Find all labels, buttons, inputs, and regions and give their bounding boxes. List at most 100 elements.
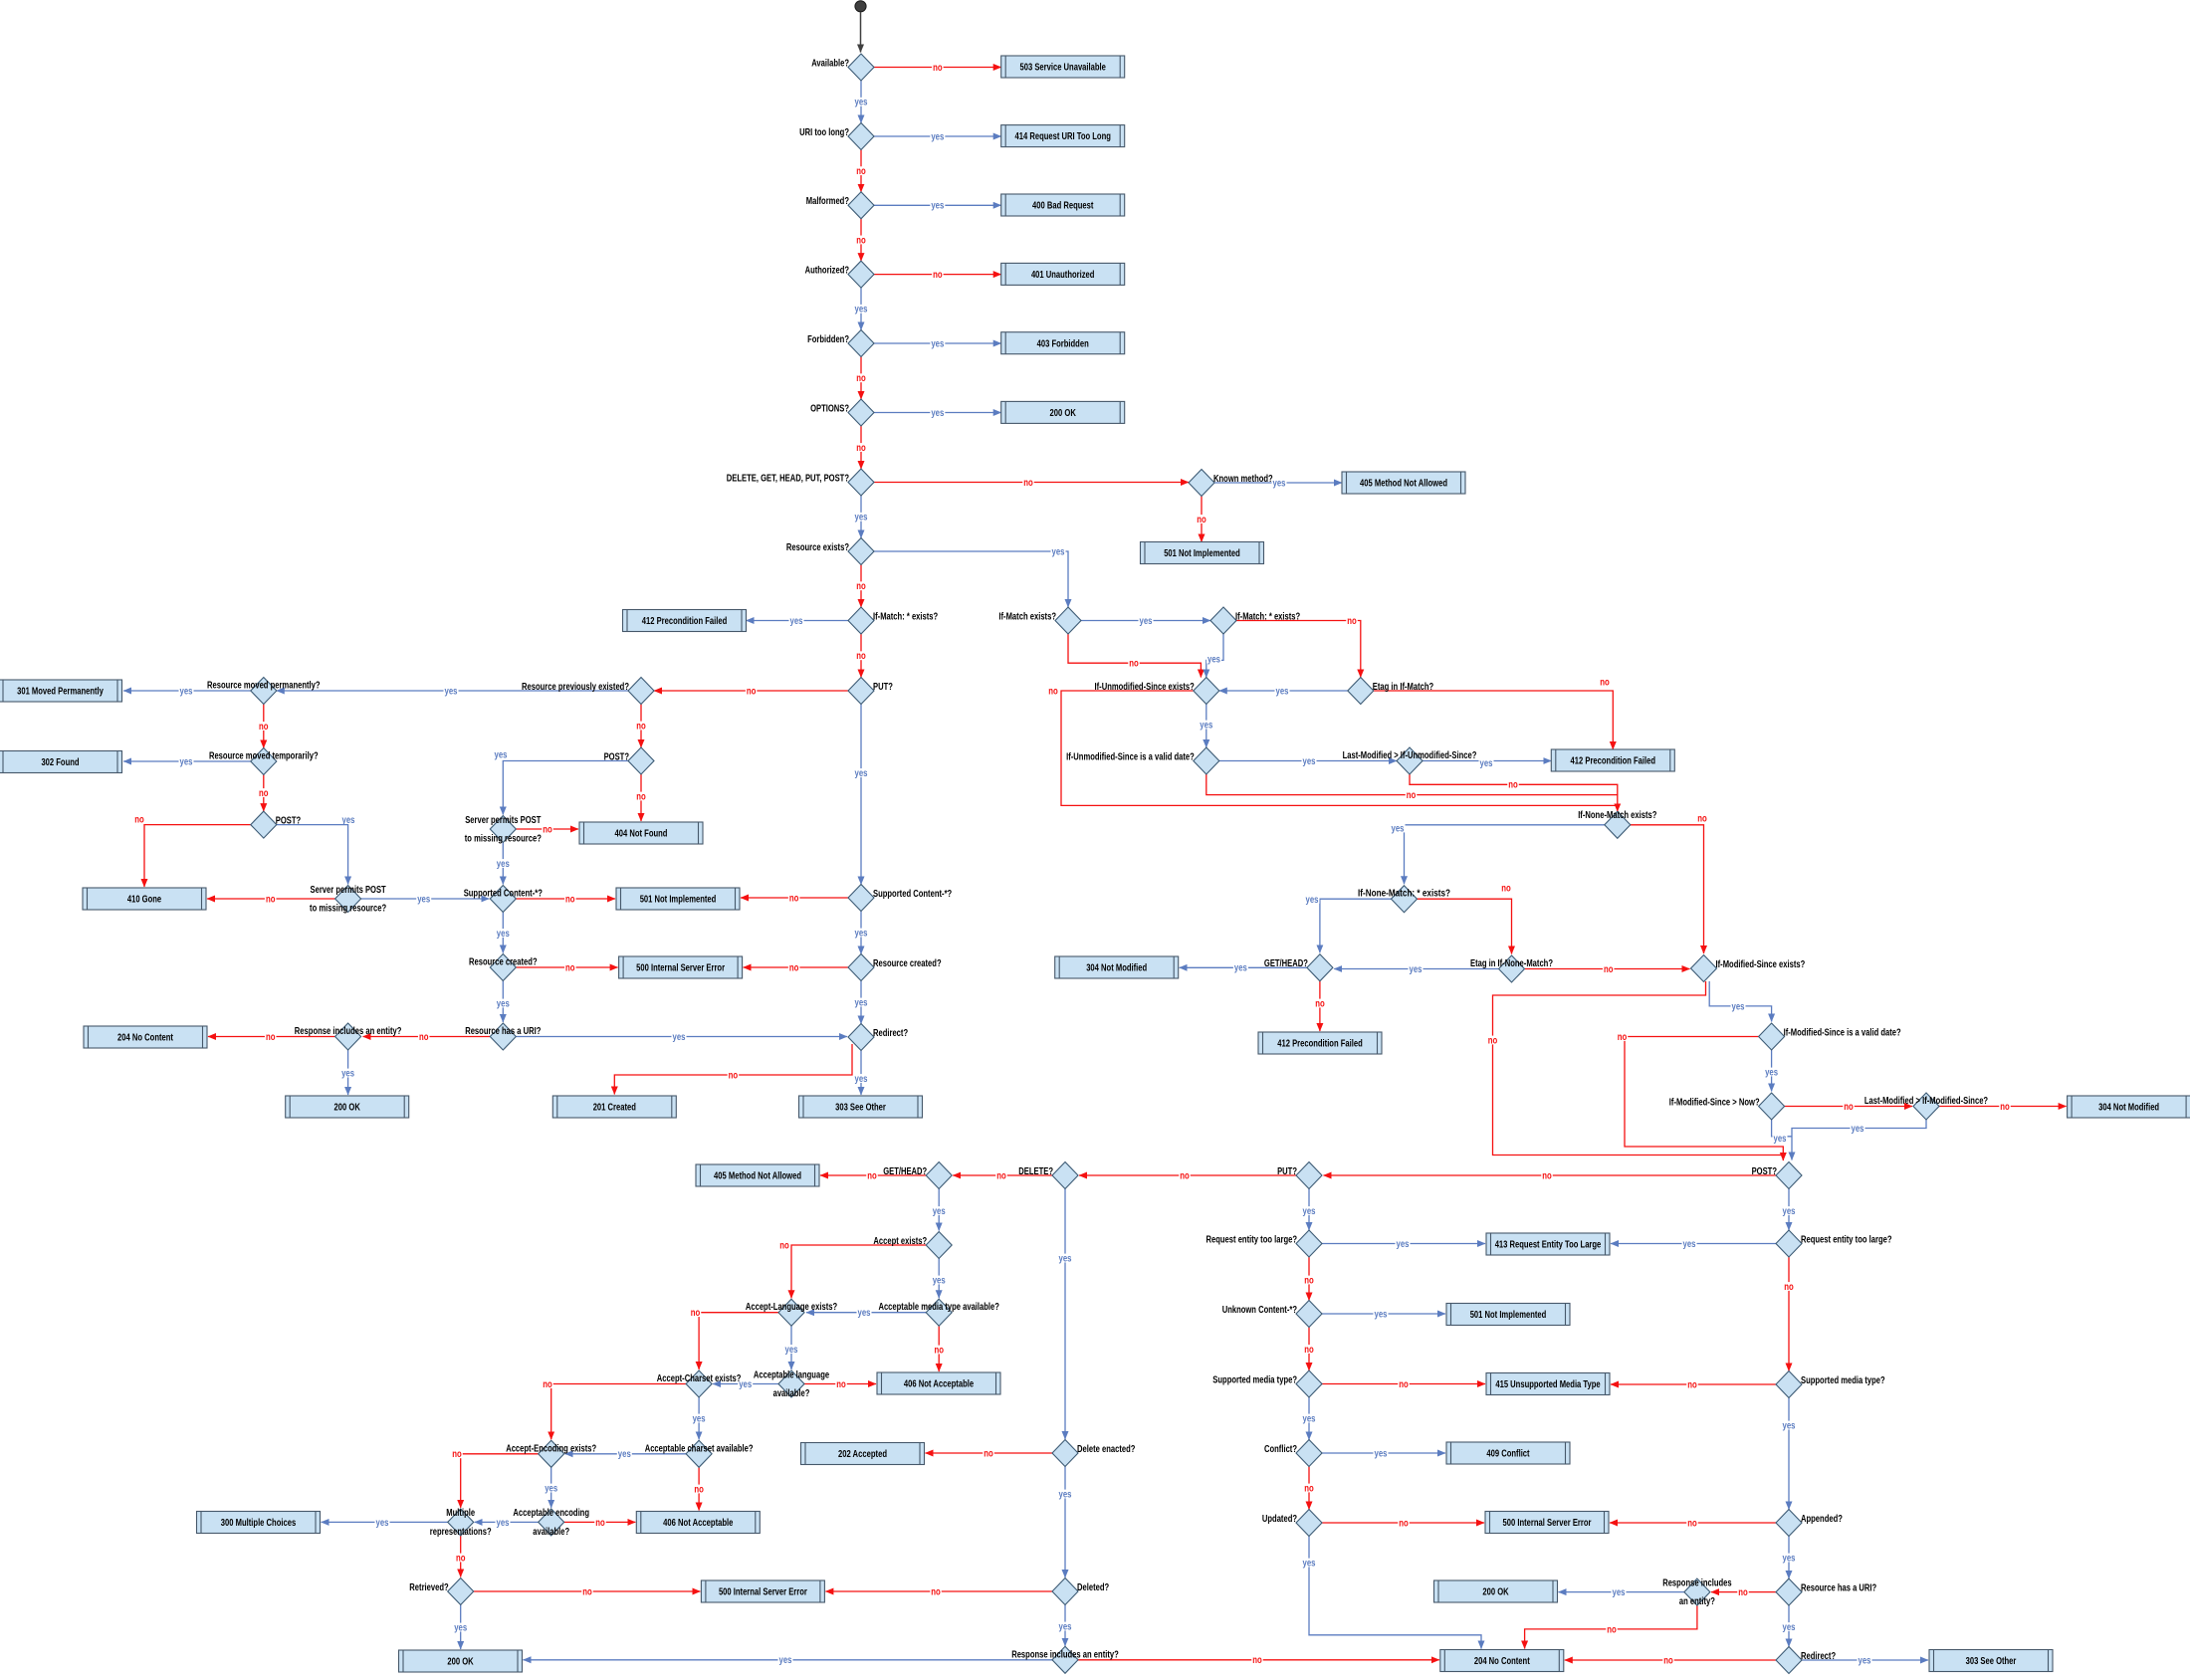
svg-text:yes: yes: [1410, 964, 1423, 975]
svg-text:406 Not Acceptable: 406 Not Acceptable: [663, 1518, 734, 1529]
svg-text:Supported Content-*?: Supported Content-*?: [464, 889, 543, 900]
svg-text:yes: yes: [1859, 1655, 1871, 1666]
svg-text:no: no: [1180, 1170, 1190, 1181]
svg-text:yes: yes: [858, 1308, 871, 1319]
svg-text:Resource previously existed?: Resource previously existed?: [522, 682, 629, 693]
svg-text:yes: yes: [1852, 1124, 1864, 1135]
svg-text:304 Not Modified: 304 Not Modified: [1086, 963, 1147, 974]
svg-text:yes: yes: [376, 1518, 389, 1529]
svg-text:no: no: [1784, 1282, 1794, 1293]
svg-text:Request entity too large?: Request entity too large?: [1206, 1234, 1298, 1245]
svg-text:Accept exists?: Accept exists?: [873, 1236, 927, 1247]
svg-text:no: no: [259, 722, 269, 733]
svg-text:409 Conflict: 409 Conflict: [1486, 1449, 1530, 1460]
svg-text:Response includes an entity?: Response includes an entity?: [1011, 1649, 1119, 1660]
svg-text:500 Internal Server Error: 500 Internal Server Error: [1503, 1518, 1592, 1529]
svg-text:DELETE?: DELETE?: [1018, 1166, 1053, 1177]
svg-text:no: no: [1129, 659, 1139, 670]
svg-text:yes: yes: [855, 768, 868, 779]
svg-text:yes: yes: [180, 686, 193, 697]
svg-text:no: no: [1304, 1345, 1314, 1356]
svg-text:Supported media type?: Supported media type?: [1212, 1374, 1297, 1385]
svg-text:URI too long?: URI too long?: [799, 127, 849, 138]
svg-text:yes: yes: [618, 1449, 631, 1460]
svg-text:Updated?: Updated?: [1262, 1514, 1297, 1525]
svg-text:Accept-Charset exists?: Accept-Charset exists?: [657, 1373, 742, 1384]
svg-text:yes: yes: [931, 408, 944, 419]
svg-text:406 Not Acceptable: 406 Not Acceptable: [904, 1379, 975, 1390]
svg-text:303 See Other: 303 See Other: [835, 1103, 886, 1114]
svg-text:405 Method Not Allowed: 405 Method Not Allowed: [1360, 479, 1447, 490]
svg-text:415 Unsupported Media Type: 415 Unsupported Media Type: [1495, 1379, 1601, 1390]
svg-text:yes: yes: [790, 616, 803, 627]
svg-text:304 Not Modified: 304 Not Modified: [2098, 1103, 2159, 1114]
svg-text:Etag in If-None-Match?: Etag in If-None-Match?: [1470, 958, 1553, 969]
svg-text:no: no: [1304, 1483, 1314, 1494]
svg-text:yes: yes: [1303, 1558, 1316, 1569]
svg-text:to missing resource?: to missing resource?: [465, 834, 542, 845]
svg-text:yes: yes: [931, 338, 944, 349]
svg-text:no: no: [856, 581, 866, 592]
svg-text:501 Not Implemented: 501 Not Implemented: [1470, 1310, 1547, 1321]
svg-text:Unknown Content-*?: Unknown Content-*?: [1222, 1305, 1297, 1316]
svg-text:no: no: [1687, 1518, 1697, 1529]
svg-text:Accept-Encoding exists?: Accept-Encoding exists?: [506, 1443, 596, 1454]
svg-text:yes: yes: [1613, 1587, 1626, 1598]
svg-text:yes: yes: [933, 1206, 946, 1217]
svg-text:yes: yes: [1397, 1239, 1410, 1250]
svg-text:yes: yes: [1783, 1420, 1796, 1431]
svg-text:no: no: [452, 1449, 462, 1460]
svg-text:no: no: [1697, 813, 1707, 824]
svg-text:yes: yes: [1683, 1239, 1696, 1250]
svg-text:yes: yes: [1059, 1489, 1072, 1500]
svg-text:DELETE, GET, HEAD, PUT, POST?: DELETE, GET, HEAD, PUT, POST?: [727, 473, 849, 484]
svg-text:413 Request Entity Too Large: 413 Request Entity Too Large: [1495, 1240, 1602, 1251]
svg-text:If-Modified-Since > Now?: If-Modified-Since > Now?: [1669, 1097, 1760, 1108]
svg-text:Redirect?: Redirect?: [873, 1028, 908, 1039]
svg-text:500 Internal Server Error: 500 Internal Server Error: [719, 1587, 807, 1598]
svg-text:Delete enacted?: Delete enacted?: [1077, 1444, 1135, 1455]
svg-text:yes: yes: [417, 894, 430, 905]
svg-text:Etag in If-Match?: Etag in If-Match?: [1373, 682, 1433, 693]
svg-text:no: no: [691, 1308, 701, 1319]
svg-text:400 Bad Request: 400 Bad Request: [1032, 201, 1094, 212]
svg-text:yes: yes: [1783, 1622, 1796, 1633]
svg-text:Available?: Available?: [811, 58, 849, 69]
svg-text:401 Unauthorized: 401 Unauthorized: [1031, 270, 1095, 281]
svg-text:no: no: [1607, 1624, 1617, 1635]
svg-text:300 Multiple Choices: 300 Multiple Choices: [221, 1518, 297, 1529]
svg-text:no: no: [984, 1448, 993, 1459]
svg-text:no: no: [543, 824, 552, 835]
svg-text:POST?: POST?: [604, 751, 629, 762]
svg-text:yes: yes: [779, 1655, 792, 1666]
svg-text:no: no: [582, 1586, 592, 1597]
svg-text:no: no: [636, 721, 646, 732]
svg-text:no: no: [1048, 686, 1058, 697]
svg-text:yes: yes: [1774, 1134, 1787, 1145]
svg-text:yes: yes: [1375, 1309, 1388, 1320]
svg-text:Server permits POST: Server permits POST: [465, 815, 541, 826]
svg-text:no: no: [1252, 1655, 1262, 1666]
svg-text:Retrieved?: Retrieved?: [409, 1582, 448, 1593]
svg-text:no: no: [565, 962, 575, 973]
svg-text:405 Method Not Allowed: 405 Method Not Allowed: [714, 1171, 801, 1182]
svg-text:412 Precondition Failed: 412 Precondition Failed: [642, 616, 728, 627]
svg-text:yes: yes: [1732, 1001, 1745, 1012]
svg-text:no: no: [789, 893, 799, 904]
svg-text:no: no: [836, 1379, 846, 1390]
svg-text:yes: yes: [1375, 1448, 1388, 1459]
svg-text:503 Service Unavailable: 503 Service Unavailable: [1020, 63, 1107, 74]
svg-text:Resource exists?: Resource exists?: [786, 542, 849, 553]
svg-text:GET/HEAD?: GET/HEAD?: [1264, 958, 1308, 969]
svg-text:no: no: [931, 1586, 941, 1597]
svg-text:no: no: [543, 1379, 552, 1390]
svg-text:no: no: [1488, 1035, 1498, 1046]
svg-text:yes: yes: [1480, 758, 1493, 769]
svg-text:yes: yes: [1392, 823, 1405, 834]
svg-text:204 No Content: 204 No Content: [117, 1033, 173, 1044]
svg-text:If-Match: * exists?: If-Match: * exists?: [1235, 611, 1300, 622]
svg-text:no: no: [565, 894, 575, 905]
svg-text:If-Match: * exists?: If-Match: * exists?: [873, 611, 938, 622]
svg-text:yes: yes: [1303, 1413, 1316, 1424]
svg-text:Appended?: Appended?: [1801, 1514, 1843, 1525]
